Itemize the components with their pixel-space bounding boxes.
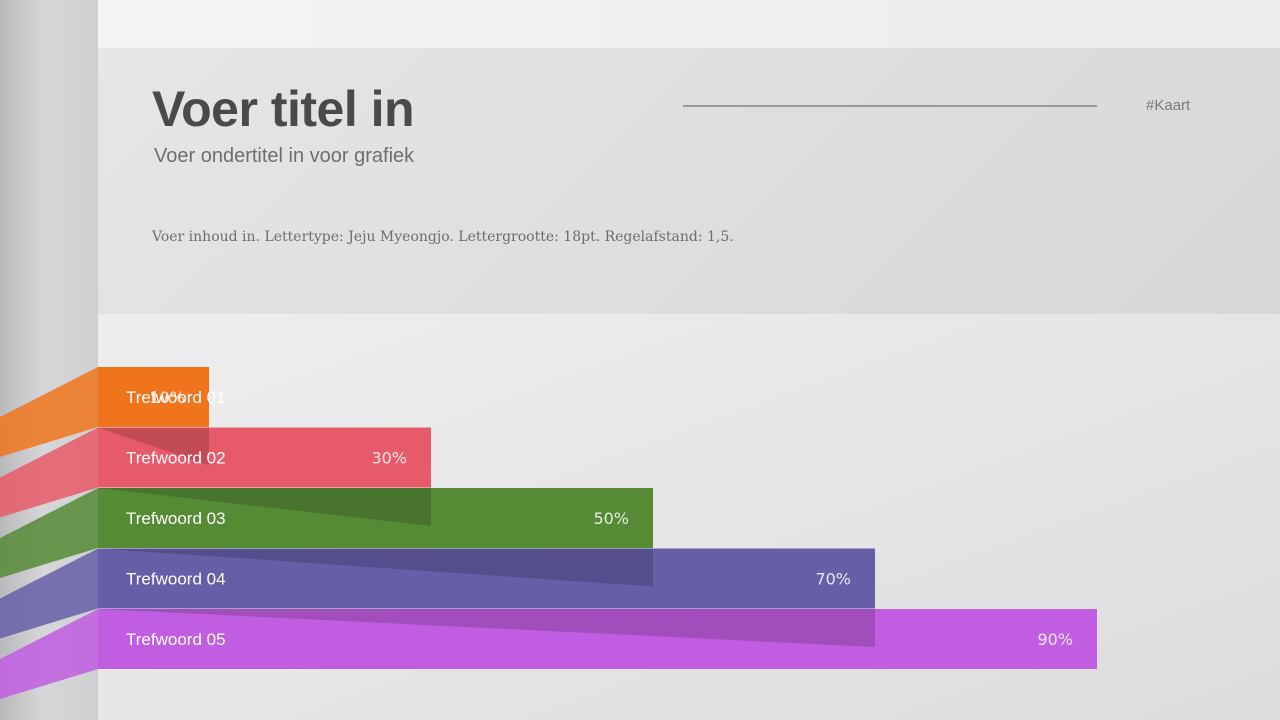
category-label-2: Trefwoord 02 (126, 449, 226, 468)
bar-fold-2 (0, 427, 98, 518)
bar-shadow-4 (98, 609, 875, 647)
category-label-3: Trefwoord 03 (126, 509, 226, 528)
bar-4 (98, 548, 875, 609)
header-rule (683, 105, 1097, 107)
bar-fold-1 (0, 367, 98, 457)
bar-fold-4 (0, 548, 98, 639)
bar-2 (98, 427, 431, 488)
value-label-1: 10% (149, 388, 185, 407)
bar-shadow-1 (98, 427, 209, 466)
top-band (98, 0, 1280, 48)
value-label-4: 70% (815, 570, 851, 589)
bar-1 (98, 367, 209, 427)
slide-title: Voer titel in (152, 81, 415, 137)
value-label-3: 50% (593, 509, 629, 528)
slide-tag: #Kaart (1146, 97, 1191, 114)
bar-shadow-2 (98, 488, 431, 526)
bar-5 (98, 609, 1097, 669)
value-label-2: 30% (371, 449, 407, 468)
bar-shadow-3 (98, 548, 653, 587)
value-label-5: 90% (1037, 630, 1073, 649)
category-label-5: Trefwoord 05 (126, 630, 226, 649)
category-label-1: Trefwoord 01 (126, 388, 226, 407)
category-label-4: Trefwoord 04 (126, 570, 226, 589)
slide-subtitle: Voer ondertitel in voor grafiek (154, 145, 415, 167)
bar-3 (98, 488, 653, 548)
slide-body-text: Voer inhoud in. Lettertype: Jeju Myeongj… (152, 229, 734, 245)
bar-fold-5 (0, 609, 98, 699)
bar-fold-3 (0, 488, 98, 578)
header-panel (98, 48, 1280, 314)
